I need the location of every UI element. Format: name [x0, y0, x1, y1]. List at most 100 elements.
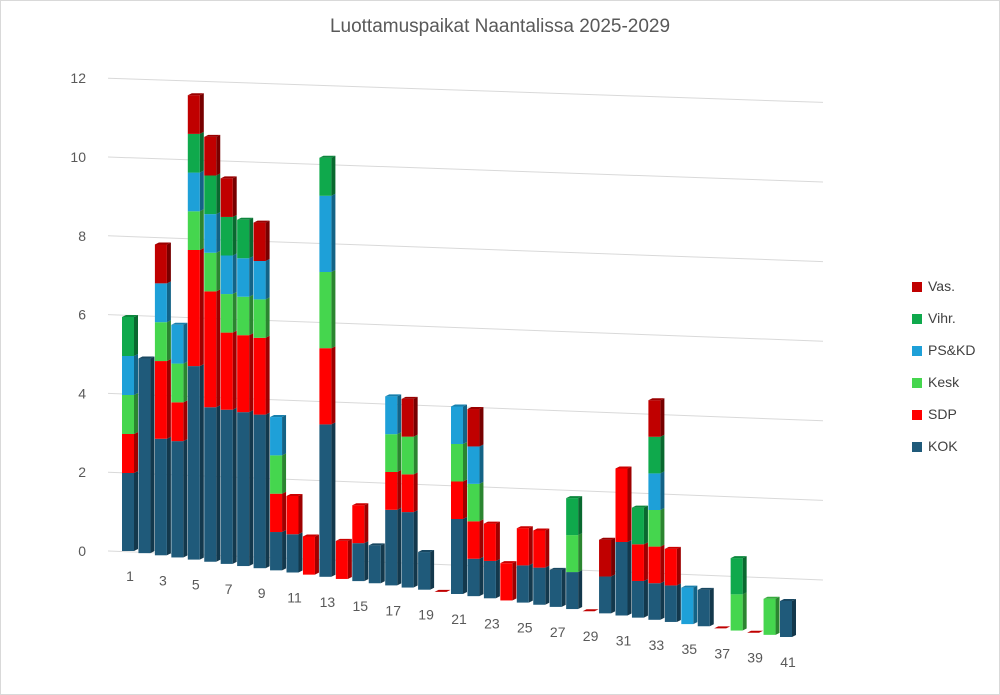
bar-segment	[253, 414, 266, 569]
bar-segment-side	[183, 322, 188, 364]
bar-segment-side	[298, 532, 303, 573]
bar-segment-top	[483, 521, 500, 524]
bar-segment	[648, 546, 661, 584]
bar-segment-side	[216, 173, 221, 215]
bar-segment	[697, 589, 710, 627]
bar-segment-side	[660, 544, 665, 584]
bar-segment	[401, 436, 414, 475]
bar-segment-side	[660, 508, 665, 547]
bar-segment-side	[676, 546, 681, 586]
bar-segment-side	[397, 507, 402, 586]
x-tick-label: 41	[780, 654, 796, 670]
bar-segment-side	[463, 442, 467, 482]
bar-segment	[237, 219, 250, 259]
x-tick-label: 9	[258, 585, 266, 601]
bar-segment	[352, 505, 365, 544]
x-tick-label: 19	[418, 607, 434, 623]
bar-segment	[368, 545, 381, 584]
y-tick-label: 12	[70, 70, 86, 86]
x-tick-label: 33	[649, 637, 665, 653]
bar-segment-top	[204, 134, 221, 137]
legend-label: KOK	[928, 438, 958, 454]
x-tick-label: 27	[550, 624, 566, 640]
bar-segment	[664, 548, 677, 586]
bar-segment-side	[463, 404, 467, 444]
bar-segment	[220, 332, 233, 410]
x-tick-label: 15	[353, 598, 369, 614]
bar-segment-top	[763, 596, 780, 599]
bar-segment	[483, 523, 496, 561]
bar-segment-top	[286, 494, 303, 496]
y-tick-label: 8	[78, 228, 86, 244]
bar-segment	[533, 530, 546, 568]
legend-label: Kesk	[928, 374, 960, 390]
bar-segment-side	[150, 356, 155, 554]
bar-segment-side	[578, 533, 583, 573]
bar-segment-side	[397, 432, 402, 472]
bar-segment-side	[495, 558, 500, 599]
bar-segment	[335, 540, 348, 579]
bar-segment	[187, 95, 200, 134]
bar-segment	[220, 178, 233, 217]
bar-segment-side	[249, 256, 254, 297]
bar-segment	[122, 473, 134, 551]
bar-segment-top	[270, 415, 287, 418]
bar-segment	[467, 409, 480, 447]
bar-segment-side	[249, 333, 254, 413]
bar-segment-top	[401, 396, 418, 399]
bar-segment	[154, 322, 167, 362]
bar-segment	[286, 534, 299, 573]
bar-segment	[204, 252, 217, 292]
x-tick-label: 13	[320, 594, 336, 610]
bar-segment	[599, 576, 612, 614]
bar-segment-side	[134, 315, 138, 356]
bar-segment-side	[397, 470, 402, 510]
bar-segment-side	[216, 134, 221, 176]
bar-segment-side	[331, 346, 336, 425]
bar-segment-side	[643, 542, 648, 581]
bar-segment-top	[697, 587, 714, 590]
bar-segment-side	[397, 394, 402, 435]
bar-segment	[631, 544, 644, 581]
bar-segment-top	[500, 561, 517, 564]
bar-segment-side	[183, 361, 188, 403]
bar-segment	[319, 195, 332, 272]
bar-segment	[187, 211, 200, 250]
bar-segment	[237, 335, 250, 413]
bar-segment	[302, 536, 315, 575]
bar-segment	[780, 601, 792, 637]
bar-segment	[516, 565, 529, 603]
bar-segment-side	[660, 434, 665, 474]
bar-segment	[319, 348, 332, 425]
bar-segment-top	[780, 599, 796, 601]
bar-segment-side	[611, 537, 616, 577]
bar-segment-side	[364, 503, 369, 544]
bar-segment	[122, 434, 134, 473]
bar-segment	[648, 473, 661, 510]
bar-segment-top	[385, 394, 402, 397]
bar-segment-side	[693, 585, 698, 625]
bar-segment-side	[709, 587, 714, 627]
bar-segment-top	[631, 505, 648, 508]
bar-segment-side	[232, 330, 237, 410]
bar-segment-top	[599, 537, 616, 540]
bar-segment	[631, 507, 644, 545]
bar-segment	[648, 400, 661, 437]
bar-segment-side	[265, 297, 270, 338]
bar-segment	[730, 558, 743, 595]
y-tick-label: 0	[78, 543, 86, 559]
bar-segment-side	[413, 434, 418, 475]
bar-segment	[154, 244, 167, 284]
bar-segment	[467, 446, 480, 484]
bar-segment-side	[660, 398, 665, 437]
bar-segment-side	[479, 481, 484, 522]
bar-segment-top	[220, 176, 237, 179]
bar-segment	[220, 294, 233, 333]
bar-segment-side	[578, 496, 583, 536]
bar-segment	[500, 563, 513, 601]
bar-segment	[467, 558, 480, 597]
bar-segment	[171, 324, 184, 364]
bar-segment-side	[463, 517, 467, 594]
bar-segment-side	[282, 415, 287, 456]
bar-segment	[566, 535, 579, 573]
